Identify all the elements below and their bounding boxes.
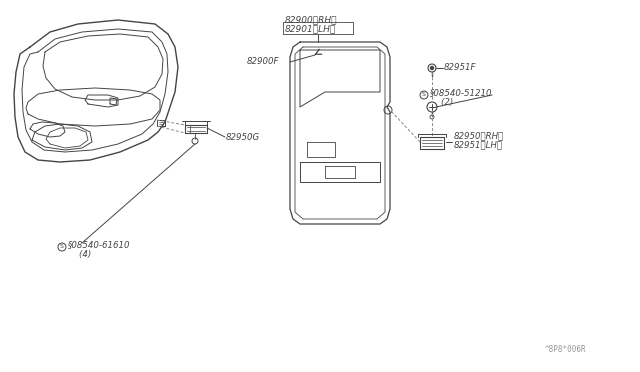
Text: ^8P8*006R: ^8P8*006R [545,345,587,354]
Text: S: S [60,244,64,250]
Text: 82951F: 82951F [444,64,477,73]
Circle shape [431,67,433,70]
Text: §08540-61610: §08540-61610 [68,241,131,250]
Text: 82900（RH）: 82900（RH） [285,15,337,24]
Text: §08540-51210: §08540-51210 [430,89,493,97]
Text: S: S [422,93,426,97]
Text: 82901（LH）: 82901（LH） [285,24,336,33]
Text: (2): (2) [430,97,453,106]
Text: 82900F: 82900F [247,58,280,67]
Text: (4): (4) [68,250,92,259]
Text: 82950G: 82950G [226,132,260,141]
Text: 82950（RH）: 82950（RH） [454,131,504,140]
Text: 82951（LH）: 82951（LH） [454,140,503,149]
